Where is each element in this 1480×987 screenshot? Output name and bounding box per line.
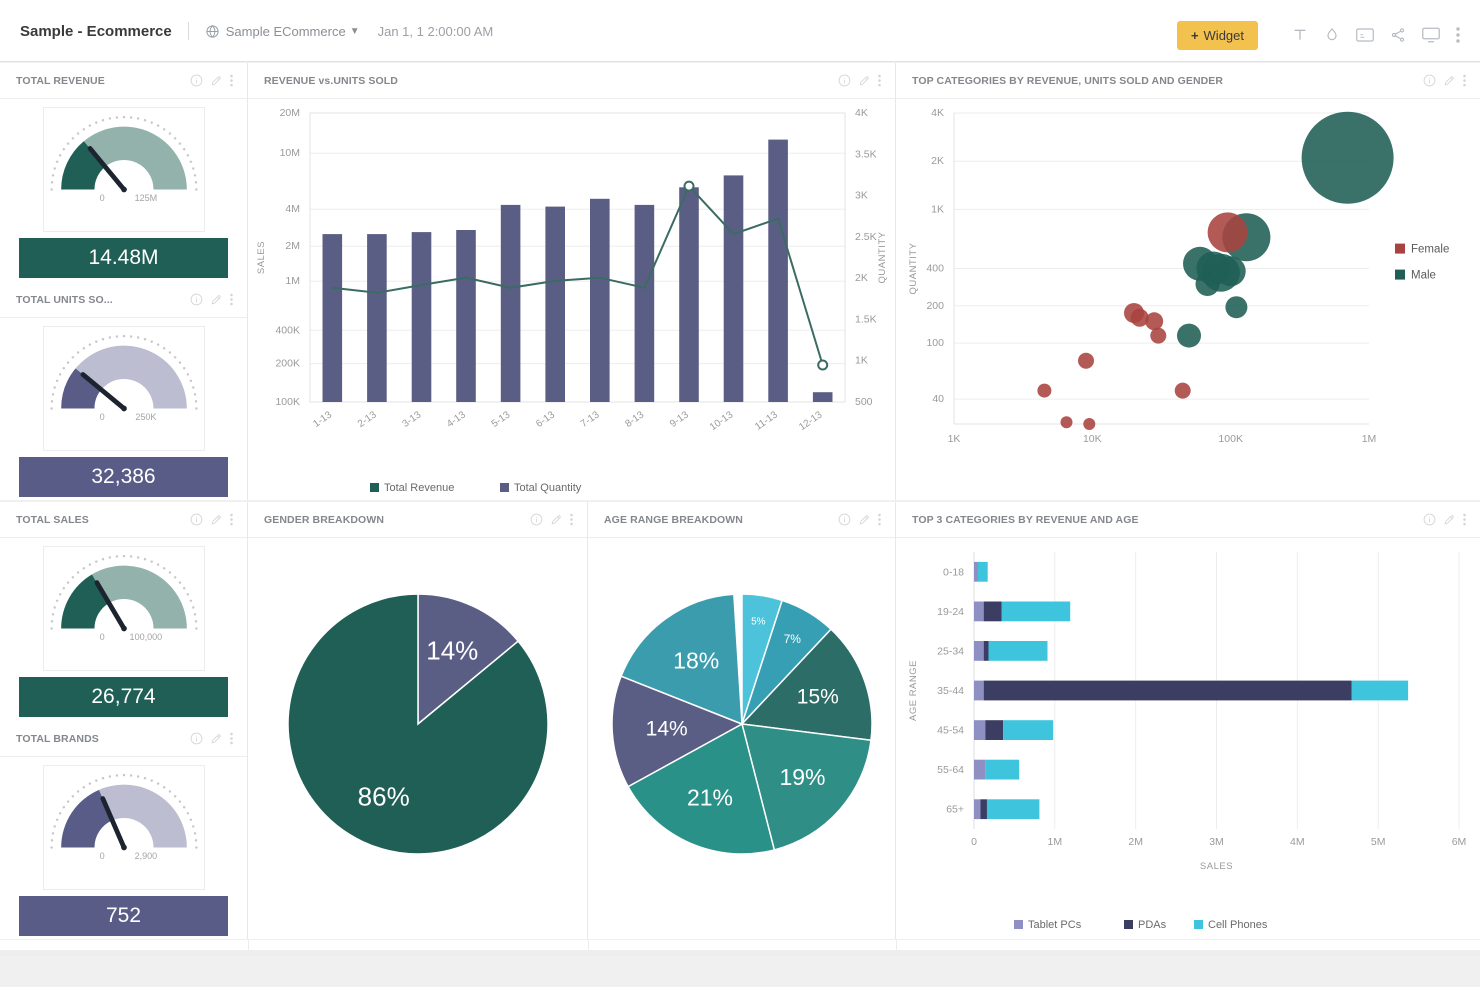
svg-text:SALES: SALES — [256, 241, 267, 274]
svg-text:65+: 65+ — [946, 804, 964, 816]
svg-text:Cell Phones: Cell Phones — [1208, 919, 1268, 931]
svg-text:0: 0 — [99, 632, 104, 642]
svg-text:400K: 400K — [275, 324, 300, 336]
svg-text:100: 100 — [926, 337, 944, 349]
svg-text:1M: 1M — [1362, 433, 1377, 445]
svg-text:Tablet PCs: Tablet PCs — [1028, 919, 1082, 931]
svg-text:3.5K: 3.5K — [855, 148, 877, 160]
svg-text:0-18: 0-18 — [943, 566, 964, 578]
svg-text:2-13: 2-13 — [356, 409, 379, 430]
svg-text:4M: 4M — [285, 203, 300, 215]
svg-text:14%: 14% — [646, 718, 688, 741]
svg-text:35-44: 35-44 — [937, 685, 964, 697]
svg-text:4-13: 4-13 — [445, 409, 468, 430]
svg-text:2,900: 2,900 — [134, 851, 157, 861]
svg-text:Female: Female — [1411, 244, 1449, 256]
svg-text:0: 0 — [99, 193, 104, 203]
svg-text:200K: 200K — [275, 358, 300, 370]
svg-text:14%: 14% — [426, 636, 478, 666]
svg-text:250K: 250K — [135, 412, 156, 422]
svg-text:2M: 2M — [1128, 836, 1143, 848]
svg-text:25-34: 25-34 — [937, 645, 964, 657]
svg-text:4K: 4K — [931, 107, 944, 119]
svg-text:0: 0 — [971, 836, 977, 848]
svg-text:8-13: 8-13 — [623, 409, 646, 430]
svg-text:5-13: 5-13 — [490, 409, 513, 430]
svg-text:3M: 3M — [1209, 836, 1224, 848]
svg-text:7%: 7% — [784, 632, 802, 646]
svg-text:200: 200 — [926, 300, 944, 312]
svg-text:1K: 1K — [855, 355, 868, 367]
svg-text:40: 40 — [932, 393, 944, 405]
svg-text:2K: 2K — [855, 272, 868, 284]
svg-text:20M: 20M — [280, 107, 300, 119]
svg-text:12-13: 12-13 — [797, 409, 825, 433]
svg-text:19-24: 19-24 — [937, 606, 964, 618]
svg-text:19%: 19% — [779, 764, 825, 790]
svg-text:86%: 86% — [358, 782, 410, 812]
svg-text:QUANTITY: QUANTITY — [877, 231, 888, 283]
svg-text:1.5K: 1.5K — [855, 313, 877, 325]
svg-text:Total Revenue: Total Revenue — [384, 482, 454, 494]
svg-text:1K: 1K — [948, 433, 961, 445]
svg-text:1M: 1M — [285, 275, 300, 287]
svg-text:2M: 2M — [285, 240, 300, 252]
svg-text:10-13: 10-13 — [708, 409, 736, 433]
svg-text:5%: 5% — [751, 617, 766, 628]
svg-text:AGE RANGE: AGE RANGE — [908, 660, 919, 721]
svg-text:2K: 2K — [931, 155, 944, 167]
svg-text:10K: 10K — [1083, 433, 1102, 445]
svg-text:6-13: 6-13 — [534, 409, 557, 430]
svg-text:10M: 10M — [280, 147, 300, 159]
svg-text:125M: 125M — [134, 193, 157, 203]
svg-text:1-13: 1-13 — [311, 409, 334, 430]
svg-text:4K: 4K — [855, 107, 868, 119]
svg-text:5M: 5M — [1371, 836, 1386, 848]
svg-text:18%: 18% — [673, 648, 719, 674]
svg-text:100K: 100K — [1218, 433, 1243, 445]
svg-text:Male: Male — [1411, 270, 1436, 282]
svg-text:0: 0 — [99, 851, 104, 861]
svg-text:Total Quantity: Total Quantity — [514, 482, 582, 494]
svg-text:9-13: 9-13 — [668, 409, 691, 430]
svg-text:45-54: 45-54 — [937, 725, 964, 737]
svg-text:55-64: 55-64 — [937, 764, 964, 776]
svg-text:PDAs: PDAs — [1138, 919, 1167, 931]
svg-text:21%: 21% — [687, 785, 733, 811]
svg-text:400: 400 — [926, 263, 944, 275]
svg-text:500: 500 — [855, 396, 873, 408]
svg-text:100,000: 100,000 — [129, 632, 162, 642]
svg-text:100K: 100K — [275, 396, 300, 408]
svg-text:3K: 3K — [855, 190, 868, 202]
svg-text:SALES: SALES — [1200, 861, 1233, 872]
svg-text:6M: 6M — [1452, 836, 1467, 848]
svg-text:4M: 4M — [1290, 836, 1305, 848]
svg-text:7-13: 7-13 — [579, 409, 602, 430]
svg-text:3-13: 3-13 — [401, 409, 424, 430]
svg-text:1K: 1K — [931, 203, 944, 215]
svg-text:1M: 1M — [1048, 836, 1063, 848]
svg-text:15%: 15% — [797, 686, 839, 709]
svg-text:11-13: 11-13 — [753, 409, 780, 433]
svg-text:0: 0 — [99, 412, 104, 422]
svg-text:2.5K: 2.5K — [855, 231, 877, 243]
svg-text:QUANTITY: QUANTITY — [908, 242, 919, 294]
